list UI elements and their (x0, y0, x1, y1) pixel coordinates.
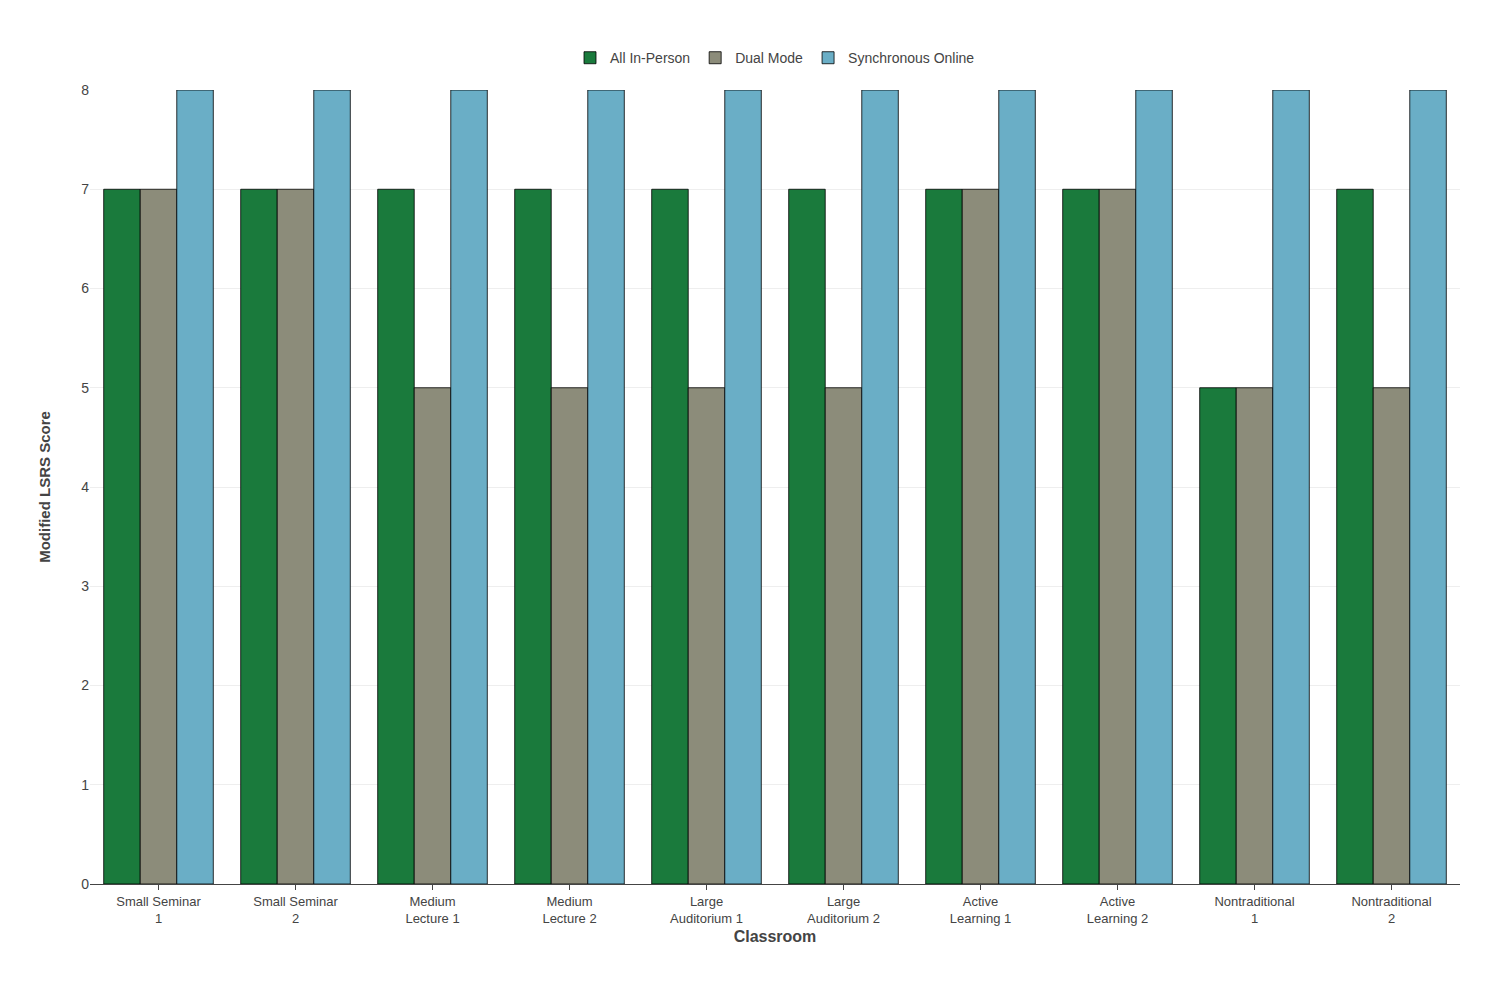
svg-text:6: 6 (81, 280, 89, 296)
svg-text:7: 7 (81, 181, 89, 197)
svg-text:5: 5 (81, 380, 89, 396)
svg-text:2: 2 (81, 677, 89, 693)
svg-text:MediumLecture 1: MediumLecture 1 (405, 894, 459, 926)
svg-text:4: 4 (81, 479, 89, 495)
svg-text:Nontraditional1: Nontraditional1 (1214, 894, 1294, 926)
svg-text:Modified LSRS Score: Modified LSRS Score (36, 411, 53, 563)
svg-text:0: 0 (81, 876, 89, 892)
svg-text:Small Seminar2: Small Seminar2 (253, 894, 338, 926)
svg-text:ActiveLearning 1: ActiveLearning 1 (950, 894, 1011, 926)
svg-text:All In-Person: All In-Person (610, 50, 690, 66)
svg-text:LargeAuditorium 2: LargeAuditorium 2 (807, 894, 880, 926)
svg-text:3: 3 (81, 578, 89, 594)
svg-text:Small Seminar1: Small Seminar1 (116, 894, 201, 926)
svg-text:MediumLecture 2: MediumLecture 2 (542, 894, 596, 926)
svg-text:1: 1 (81, 777, 89, 793)
svg-text:8: 8 (81, 82, 89, 98)
svg-text:ActiveLearning 2: ActiveLearning 2 (1087, 894, 1148, 926)
svg-text:Classroom: Classroom (734, 928, 817, 945)
svg-text:Synchronous Online: Synchronous Online (848, 50, 974, 66)
svg-text:Dual Mode: Dual Mode (735, 50, 803, 66)
svg-text:LargeAuditorium 1: LargeAuditorium 1 (670, 894, 743, 926)
svg-text:Nontraditional2: Nontraditional2 (1351, 894, 1431, 926)
